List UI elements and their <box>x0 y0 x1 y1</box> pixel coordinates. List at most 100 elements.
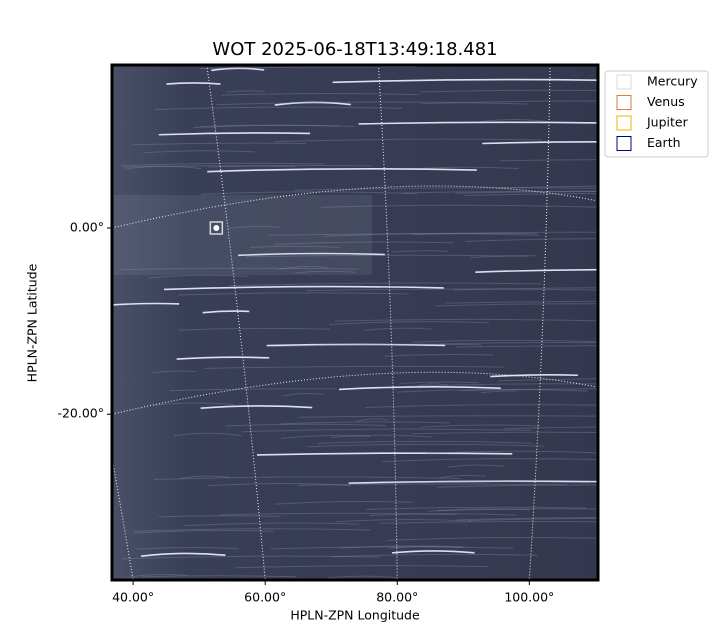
star-streak <box>338 386 501 391</box>
star-streak <box>330 434 433 439</box>
star-streak <box>184 522 360 527</box>
star-streak <box>278 266 327 270</box>
star-streak <box>412 231 598 236</box>
star-streak <box>274 241 454 245</box>
star-streak <box>178 292 408 296</box>
star-streak <box>294 270 355 274</box>
x-axis-label: HPLN-ZPN Longitude <box>290 608 420 623</box>
star-streak <box>363 327 432 332</box>
star-streak <box>348 480 598 484</box>
star-streak <box>249 245 340 248</box>
grid-line <box>377 65 398 580</box>
y-tick-label: 0.00° <box>70 219 104 234</box>
legend-label: Earth <box>647 135 681 150</box>
star-streak <box>178 327 330 331</box>
star-streak <box>498 378 598 382</box>
bright-haze <box>112 195 372 275</box>
star-streak <box>369 513 517 516</box>
star-streak <box>268 232 537 236</box>
star-streak <box>490 374 578 378</box>
star-streak <box>456 345 598 348</box>
star-streak <box>403 190 598 194</box>
axes-frame <box>110 63 600 582</box>
star-streak <box>158 515 281 518</box>
star-streak <box>120 267 359 271</box>
star-streak <box>366 506 587 510</box>
legend-swatch <box>616 115 632 131</box>
star-streak <box>274 138 542 143</box>
star-streak <box>126 573 188 578</box>
star-streak <box>216 101 530 106</box>
star-streak <box>455 190 598 194</box>
star-streak <box>208 483 352 487</box>
legend-label: Venus <box>647 94 685 109</box>
star-streak <box>225 423 387 427</box>
star-streak <box>148 274 249 279</box>
star-streak <box>339 545 465 549</box>
star-streak <box>460 388 598 392</box>
legend-swatch <box>616 74 632 90</box>
star-streak <box>281 434 371 439</box>
star-streak <box>273 343 482 348</box>
legend-swatch <box>616 136 632 151</box>
star-streak <box>176 356 270 360</box>
star-streak <box>387 537 598 541</box>
star-streak <box>298 483 568 486</box>
star-streak <box>385 481 590 484</box>
star-streak <box>235 565 489 569</box>
legend-swatch <box>616 95 632 110</box>
star-streak <box>142 575 297 578</box>
y-axis-label: HPLN-ZPN Latitude <box>25 263 40 382</box>
star-streak <box>428 508 598 512</box>
star-streak <box>453 287 598 291</box>
star-streak <box>280 421 450 425</box>
star-streak <box>499 159 598 162</box>
star-streak <box>238 252 385 257</box>
star-streak <box>135 547 239 550</box>
star-streak <box>456 517 598 521</box>
legend-label: Jupiter <box>646 115 689 130</box>
star-streak <box>220 512 457 516</box>
star-streak <box>412 431 598 435</box>
star-streak <box>270 546 514 550</box>
star-streak <box>482 140 598 145</box>
star-streak <box>227 225 280 229</box>
star-streak <box>307 443 545 448</box>
star-streak <box>241 428 531 433</box>
star-streak <box>437 484 598 488</box>
star-streak <box>412 339 598 343</box>
star-streak <box>200 124 340 128</box>
star-streak <box>173 432 242 437</box>
star-streak <box>133 142 307 146</box>
star-streak <box>321 204 598 208</box>
star-streak <box>358 121 598 125</box>
star-streak <box>256 452 513 456</box>
star-streak <box>169 388 337 392</box>
star-streak <box>299 415 598 418</box>
x-tick-label: 80.00° <box>376 590 418 605</box>
star-streaks <box>112 65 598 579</box>
planet-disk <box>213 224 220 231</box>
star-streak <box>317 440 533 444</box>
star-streak <box>122 555 381 560</box>
star-streak <box>221 92 420 96</box>
star-streak <box>379 520 598 524</box>
star-streak <box>396 388 588 393</box>
star-streak <box>193 124 355 129</box>
star-streak <box>229 282 542 287</box>
star-streak <box>201 191 418 195</box>
star-streak <box>306 288 598 292</box>
star-streak <box>464 192 598 196</box>
x-tick-label: 60.00° <box>244 590 286 605</box>
star-streak <box>479 118 549 123</box>
star-streak <box>329 321 490 326</box>
star-streak <box>226 90 266 93</box>
star-streak <box>475 268 598 273</box>
grid-line <box>112 185 598 229</box>
grid-line <box>112 371 598 415</box>
star-streak <box>448 464 504 468</box>
star-streak <box>465 238 598 243</box>
star-streak <box>435 303 598 307</box>
star-streak <box>211 67 265 72</box>
star-streak <box>391 550 475 554</box>
